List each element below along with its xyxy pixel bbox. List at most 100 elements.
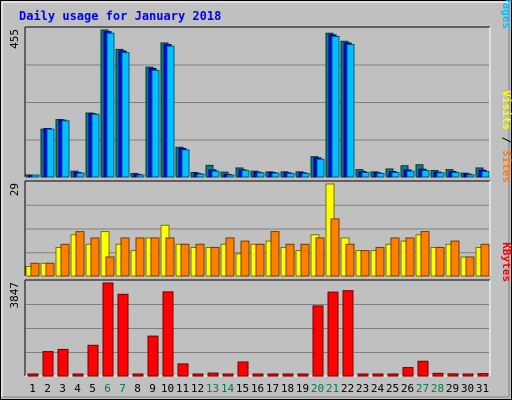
x-tick-label: 11 xyxy=(176,382,189,395)
bar-kbytes-day-11 xyxy=(177,363,189,377)
x-tick-label: 20 xyxy=(311,382,324,395)
bar-kbytes-day-21 xyxy=(327,291,339,377)
y-max-label: 3847 xyxy=(8,282,21,309)
bar-pages-day-28 xyxy=(436,172,445,178)
bar-sites-day-2 xyxy=(45,262,55,277)
bar-sites-day-3 xyxy=(60,243,70,277)
bar-pages-day-15 xyxy=(241,170,250,178)
bar-kbytes-day-12 xyxy=(192,373,204,377)
x-tick-label: 5 xyxy=(89,382,96,395)
bar-pages-day-17 xyxy=(271,172,280,178)
bar-kbytes-day-22 xyxy=(342,290,354,377)
bar-kbytes-day-16 xyxy=(252,373,264,377)
bar-kbytes-day-7 xyxy=(117,293,129,377)
chart-title: Daily usage for January 2018 xyxy=(19,9,221,23)
bar-sites-day-24 xyxy=(375,246,385,277)
bar-kbytes-day-25 xyxy=(387,373,399,377)
bar-sites-day-25 xyxy=(390,237,400,277)
legend-item-sites: Sites xyxy=(500,150,512,183)
bar-sites-day-13 xyxy=(210,246,220,277)
bar-pages-day-24 xyxy=(376,172,385,178)
panel-visits-sites: 29 Visits / Sites xyxy=(8,90,512,277)
bar-pages-day-13 xyxy=(211,170,220,178)
x-tick-label: 29 xyxy=(446,382,459,395)
x-axis-labels: 1 2 3 4 5 6 7 8 9 10 11 12 13 14 15 16 17 18 19 20 21 22 23 24 2… xyxy=(29,382,489,395)
x-tick-label: 30 xyxy=(461,382,474,395)
bar-pages-day-10 xyxy=(166,45,175,178)
bar-kbytes-day-9 xyxy=(147,335,159,377)
legend-item-pages: Pages xyxy=(500,0,512,29)
bar-kbytes-day-27 xyxy=(417,360,429,377)
x-tick-label: 10 xyxy=(161,382,174,395)
chart-panels: 455 Hits / Files / Pages 29 Visits / Sites 3… xyxy=(8,0,512,377)
bar-sites-day-29 xyxy=(450,240,460,277)
bar-sites-day-16 xyxy=(255,243,265,277)
legend-item-visits: Visits xyxy=(500,90,512,130)
bar-sites-day-21 xyxy=(330,218,340,277)
x-tick-label: 19 xyxy=(296,382,309,395)
x-tick-label: 27 xyxy=(416,382,429,395)
x-tick-label: 4 xyxy=(74,382,81,395)
x-tick-label: 12 xyxy=(191,382,204,395)
bar-kbytes-day-10 xyxy=(162,291,174,377)
bar-pages-day-5 xyxy=(91,113,100,178)
bar-kbytes-day-23 xyxy=(357,373,369,377)
bar-sites-day-19 xyxy=(300,243,310,277)
x-tick-label: 28 xyxy=(431,382,444,395)
bar-sites-day-15 xyxy=(240,240,250,277)
bar-kbytes-day-19 xyxy=(297,373,309,377)
bar-kbytes-day-26 xyxy=(402,367,414,377)
bar-pages-day-8 xyxy=(136,174,145,178)
x-tick-label: 8 xyxy=(134,382,141,395)
bar-sites-day-17 xyxy=(270,231,280,277)
bar-pages-day-29 xyxy=(451,171,460,178)
bar-sites-day-5 xyxy=(90,237,100,277)
bar-pages-day-25 xyxy=(391,171,400,178)
y-max-label: 29 xyxy=(8,183,21,196)
x-tick-label: 26 xyxy=(401,382,414,395)
bar-kbytes-day-15 xyxy=(237,361,249,377)
bar-pages-day-9 xyxy=(151,69,160,178)
series-legend: KBytes xyxy=(500,242,512,282)
bar-pages-day-12 xyxy=(196,173,205,178)
x-tick-label: 13 xyxy=(206,382,219,395)
bar-pages-day-20 xyxy=(316,158,325,178)
bar-kbytes-day-4 xyxy=(72,373,84,377)
bar-pages-day-26 xyxy=(406,170,415,178)
bar-sites-day-26 xyxy=(405,237,415,277)
bar-pages-day-1 xyxy=(31,174,40,178)
panel-hits-files: 455 Hits / Files / Pages xyxy=(8,0,512,178)
panel-kbytes: 3847 KBytes xyxy=(8,242,512,377)
x-tick-label: 14 xyxy=(221,382,235,395)
x-tick-label: 6 xyxy=(104,382,111,395)
bar-sites-day-9 xyxy=(150,237,160,277)
bar-kbytes-day-28 xyxy=(432,372,444,377)
x-tick-label: 2 xyxy=(44,382,51,395)
bar-sites-day-12 xyxy=(195,243,205,277)
bar-kbytes-day-14 xyxy=(222,373,234,377)
bar-kbytes-day-24 xyxy=(372,373,384,377)
bar-sites-day-31 xyxy=(480,243,490,277)
x-tick-label: 25 xyxy=(386,382,399,395)
x-tick-label: 18 xyxy=(281,382,294,395)
bar-sites-day-22 xyxy=(345,243,355,277)
bar-pages-day-19 xyxy=(301,172,310,178)
x-tick-label: 16 xyxy=(251,382,264,395)
x-tick-label: 17 xyxy=(266,382,279,395)
bar-sites-day-11 xyxy=(180,243,190,277)
bar-kbytes-day-31 xyxy=(477,373,489,377)
y-max-label: 455 xyxy=(8,29,21,49)
series-legend: Hits / Files / Pages xyxy=(500,0,512,29)
bar-sites-day-14 xyxy=(225,237,235,277)
x-tick-label: 7 xyxy=(119,382,126,395)
bar-sites-day-8 xyxy=(135,237,145,277)
bar-sites-day-18 xyxy=(285,243,295,277)
bar-kbytes-day-2 xyxy=(42,351,54,377)
bar-kbytes-day-13 xyxy=(207,372,219,377)
bar-pages-day-11 xyxy=(181,149,190,178)
bar-sites-day-7 xyxy=(120,237,130,277)
bar-kbytes-day-6 xyxy=(102,282,114,377)
x-tick-label: 15 xyxy=(236,382,249,395)
bar-pages-day-2 xyxy=(46,128,55,178)
